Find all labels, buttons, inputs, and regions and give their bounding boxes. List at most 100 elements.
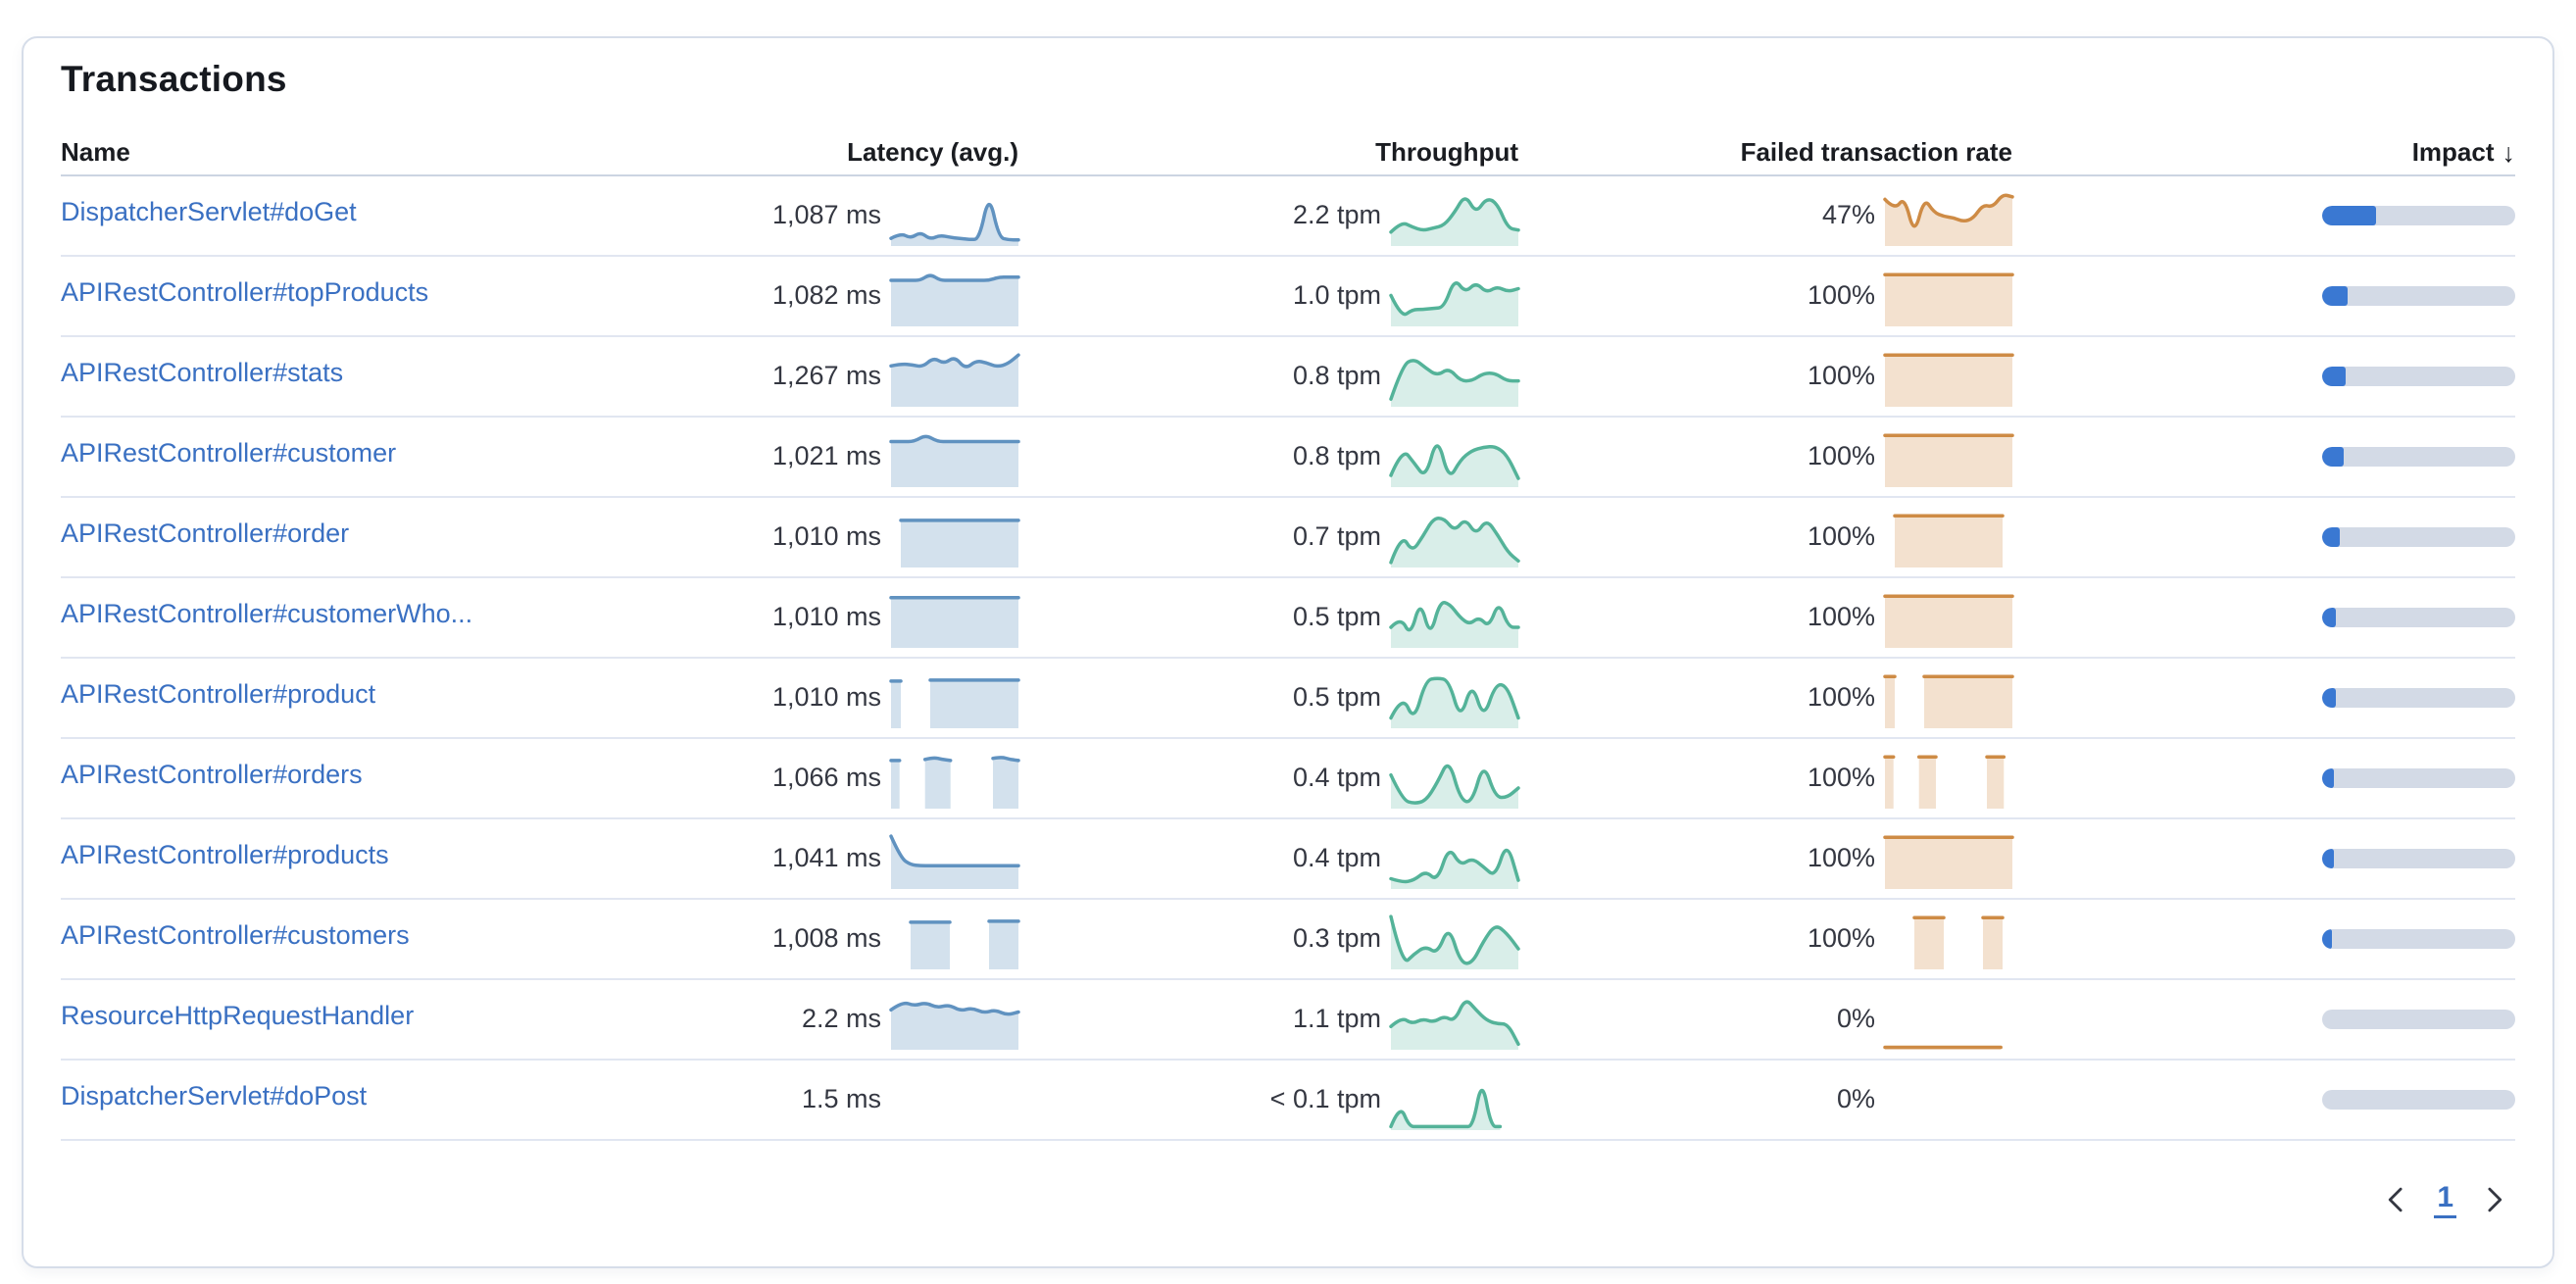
pagination-prev-button[interactable] (2375, 1178, 2418, 1221)
throughput-sparkline (1389, 270, 1520, 326)
latency-sparkline (891, 511, 1020, 568)
impact-bar-fill (2322, 526, 2340, 547)
transaction-name-link[interactable]: DispatcherServlet#doGet (61, 196, 357, 226)
latency-value: 1,082 ms (771, 280, 881, 311)
latency-sparkline (891, 1073, 1018, 1130)
transaction-name-link[interactable]: APIRestController#product (61, 678, 376, 709)
latency-sparkline (889, 189, 1020, 246)
transaction-name-link[interactable]: DispatcherServlet#doPost (61, 1080, 368, 1111)
transaction-name-link[interactable]: APIRestController#order (61, 518, 350, 548)
throughput-value: 1.1 tpm (1292, 1004, 1381, 1034)
transaction-name-link[interactable]: APIRestController#customerWho... (61, 598, 473, 628)
throughput-value: 0.8 tpm (1292, 361, 1381, 391)
column-header-latency[interactable]: Latency (avg.) (847, 137, 1018, 168)
failed-rate-sparkline (1883, 430, 2014, 487)
transaction-name-link[interactable]: ResourceHttpRequestHandler (61, 1000, 415, 1030)
table-header-row: Name Latency (avg.) Throughput Failed tr… (61, 131, 2515, 176)
impact-bar-fill (2322, 928, 2332, 949)
throughput-value: 0.4 tpm (1292, 763, 1381, 793)
throughput-value: 0.7 tpm (1292, 521, 1381, 552)
table-row: APIRestController#customer 1,021 ms 0.8 … (61, 418, 2515, 498)
column-header-name[interactable]: Name (61, 137, 130, 168)
impact-bar-track (2322, 928, 2515, 949)
column-header-failed-rate[interactable]: Failed transaction rate (1740, 137, 2012, 168)
transaction-name-link[interactable]: APIRestController#orders (61, 759, 363, 789)
impact-bar-fill (2322, 446, 2344, 467)
latency-value: 1,021 ms (771, 441, 881, 471)
latency-value: 1,008 ms (771, 923, 881, 954)
failed-rate-sparkline (1883, 591, 2014, 648)
table-row: ResourceHttpRequestHandler 2.2 ms 1.1 tp… (61, 980, 2515, 1061)
transaction-name-link[interactable]: APIRestController#topProducts (61, 276, 429, 307)
throughput-sparkline (1389, 591, 1520, 648)
column-header-throughput[interactable]: Throughput (1375, 137, 1518, 168)
latency-sparkline (889, 350, 1020, 407)
impact-bar-track (2322, 607, 2515, 627)
latency-value: 1,041 ms (771, 843, 881, 873)
impact-bar-track (2322, 366, 2515, 386)
table-row: APIRestController#product 1,010 ms 0.5 t… (61, 659, 2515, 739)
failed-rate-sparkline (1883, 832, 2014, 889)
latency-sparkline (889, 591, 1020, 648)
throughput-sparkline (1389, 671, 1520, 728)
latency-value: 1,066 ms (771, 763, 881, 793)
table-row: APIRestController#stats 1,267 ms 0.8 tpm… (61, 337, 2515, 418)
sort-descending-icon: ↓ (2502, 138, 2516, 169)
pagination-next-button[interactable] (2472, 1178, 2515, 1221)
failed-rate-sparkline (1883, 671, 2014, 728)
throughput-sparkline (1389, 913, 1520, 969)
throughput-sparkline (1389, 993, 1520, 1050)
impact-bar-track (2322, 205, 2515, 225)
throughput-value: 0.4 tpm (1292, 843, 1381, 873)
latency-sparkline (889, 671, 1020, 728)
throughput-value: 0.3 tpm (1292, 923, 1381, 954)
impact-bar-track (2322, 1089, 2515, 1110)
panel-title: Transactions (61, 59, 287, 99)
impact-bar-fill (2322, 205, 2377, 225)
failed-rate-value: 100% (1807, 843, 1875, 873)
failed-rate-value: 100% (1807, 682, 1875, 713)
throughput-value: 0.5 tpm (1292, 682, 1381, 713)
impact-bar-track (2322, 446, 2515, 467)
impact-bar-track (2322, 848, 2515, 868)
latency-value: 1,010 ms (771, 602, 881, 632)
chevron-right-icon (2488, 1187, 2502, 1211)
failed-rate-value: 100% (1807, 923, 1875, 954)
impact-bar-fill (2322, 848, 2334, 868)
latency-value: 1,010 ms (771, 521, 881, 552)
throughput-sparkline (1389, 430, 1520, 487)
failed-rate-sparkline (1883, 752, 2012, 809)
latency-value: 2.2 ms (801, 1004, 881, 1034)
column-header-impact-label: Impact (2411, 137, 2495, 168)
latency-sparkline (889, 430, 1020, 487)
column-header-impact[interactable]: Impact ↓ (2012, 137, 2515, 168)
failed-rate-value: 0% (1836, 1084, 1875, 1114)
latency-value: 1,010 ms (771, 682, 881, 713)
failed-rate-value: 100% (1807, 521, 1875, 552)
transaction-name-link[interactable]: APIRestController#products (61, 839, 389, 869)
latency-value: 1.5 ms (801, 1084, 881, 1114)
latency-sparkline (891, 913, 1020, 969)
failed-rate-sparkline (1885, 913, 2012, 969)
failed-rate-value: 47% (1821, 200, 1875, 230)
pagination-page-1[interactable]: 1 (2434, 1181, 2456, 1218)
pagination: 1 (61, 1178, 2515, 1221)
failed-rate-sparkline (1885, 1073, 2012, 1130)
chevron-left-icon (2389, 1187, 2403, 1211)
latency-sparkline (889, 270, 1020, 326)
failed-rate-sparkline (1883, 993, 2012, 1050)
impact-bar-track (2322, 687, 2515, 708)
impact-bar-track (2322, 767, 2515, 788)
impact-bar-fill (2322, 285, 2348, 306)
transaction-name-link[interactable]: APIRestController#customer (61, 437, 397, 468)
table-row: APIRestController#customerWho... 1,010 m… (61, 578, 2515, 659)
throughput-sparkline (1389, 1073, 1518, 1130)
failed-rate-value: 0% (1836, 1004, 1875, 1034)
table-row: APIRestController#topProducts 1,082 ms 1… (61, 257, 2515, 337)
failed-rate-sparkline (1885, 511, 2012, 568)
failed-rate-sparkline (1883, 189, 2014, 246)
table-row: DispatcherServlet#doGet 1,087 ms 2.2 tpm… (61, 176, 2515, 257)
latency-sparkline (889, 752, 1020, 809)
transaction-name-link[interactable]: APIRestController#stats (61, 357, 344, 387)
transaction-name-link[interactable]: APIRestController#customers (61, 919, 410, 950)
